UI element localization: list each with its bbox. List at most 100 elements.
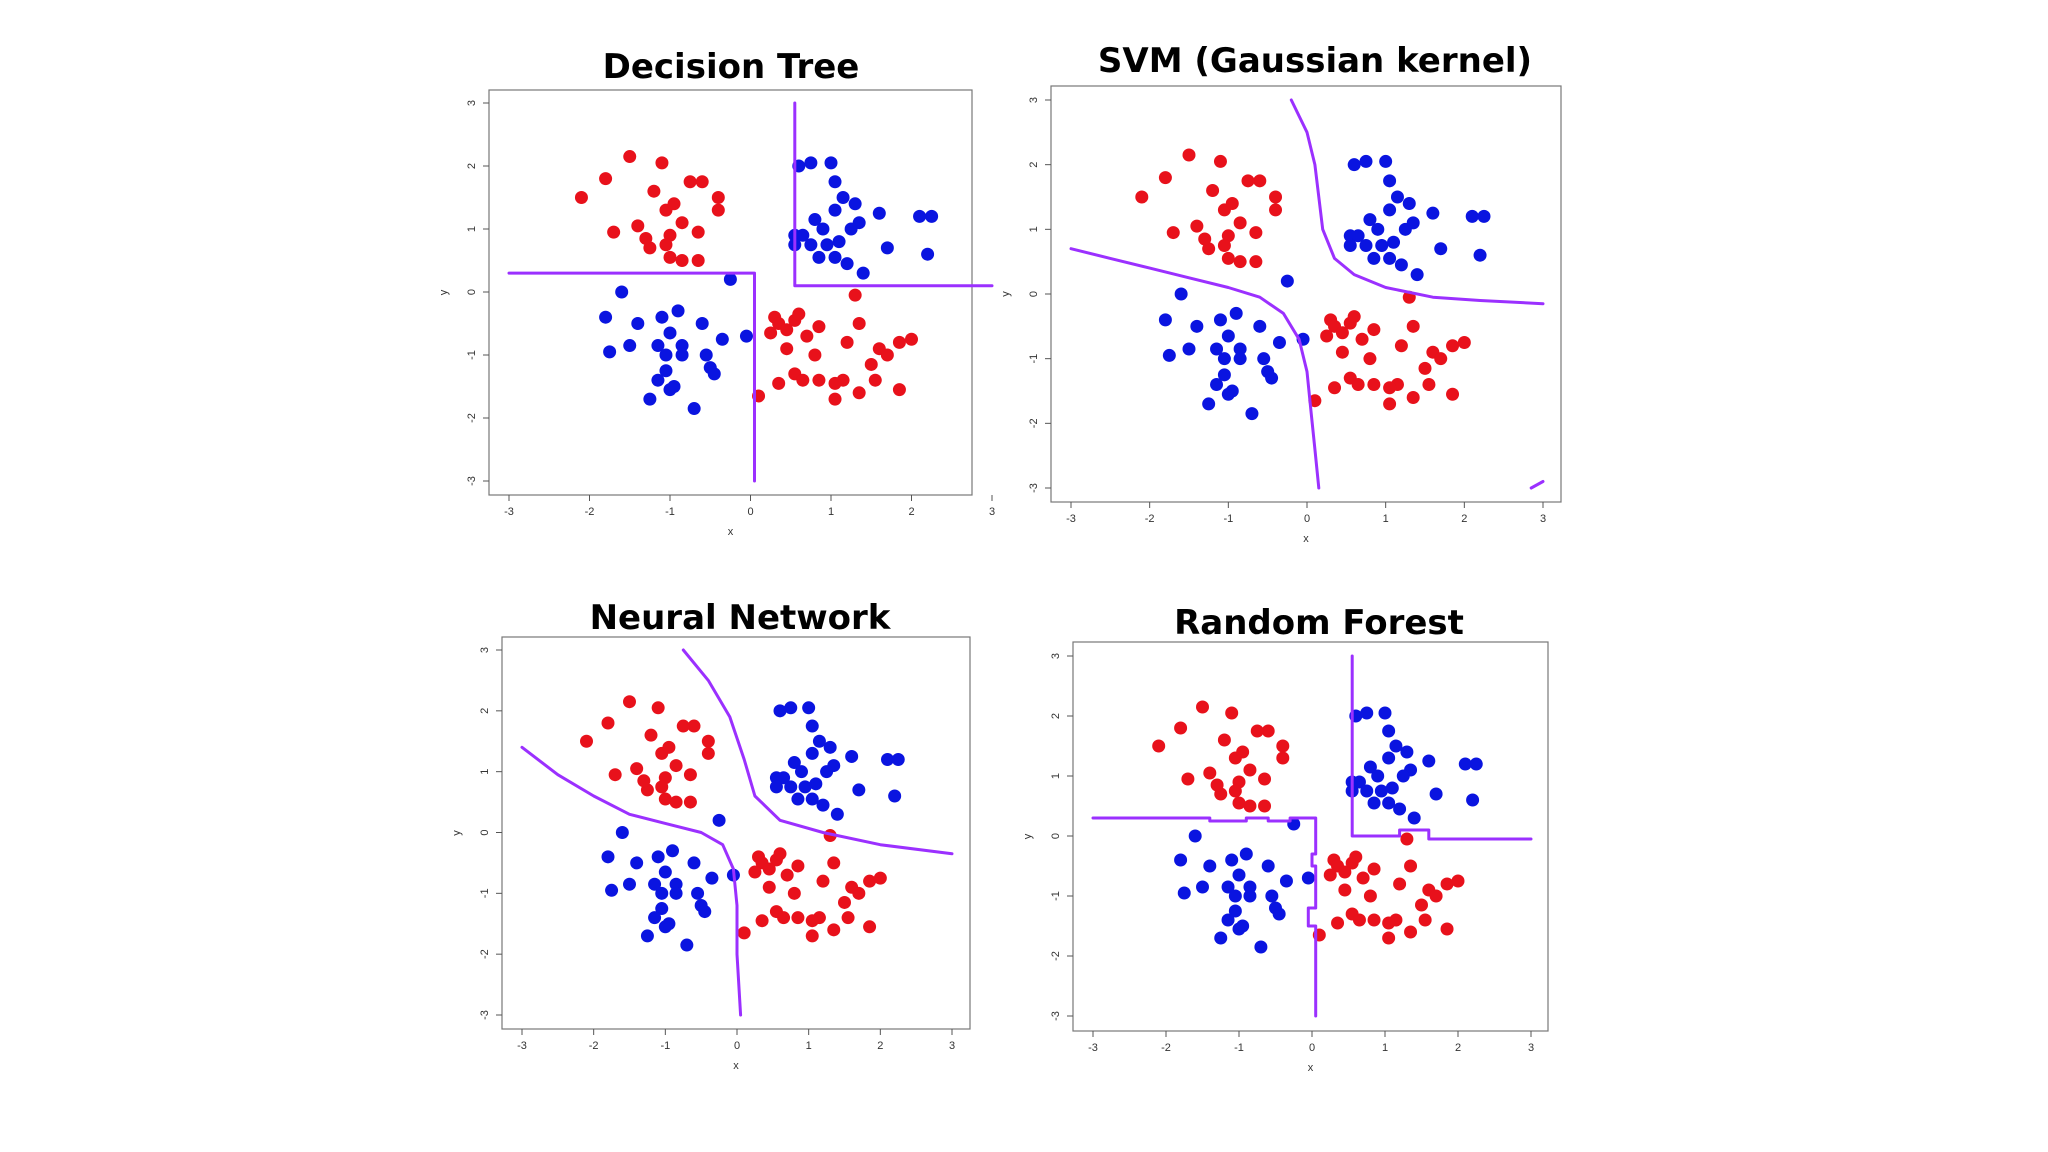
point-class-b xyxy=(705,871,719,885)
point-class-b xyxy=(1434,242,1448,256)
x-tick-label: -1 xyxy=(1223,513,1233,525)
decision-boundary xyxy=(507,271,756,483)
y-tick-label: -3 xyxy=(466,476,478,486)
point-class-a xyxy=(1221,251,1235,265)
point-class-b xyxy=(1225,384,1239,398)
point-class-a xyxy=(1404,925,1418,939)
y-tick-label: 1 xyxy=(479,769,491,775)
point-class-b xyxy=(1383,251,1397,265)
point-class-a xyxy=(840,335,854,349)
point-class-a xyxy=(1446,387,1460,401)
point-class-a xyxy=(777,911,791,925)
point-class-b xyxy=(601,850,615,864)
point-class-b xyxy=(856,266,870,280)
point-class-a xyxy=(1181,772,1195,786)
point-class-b xyxy=(1203,859,1217,873)
point-class-a xyxy=(669,795,683,809)
point-class-a xyxy=(780,323,794,337)
point-class-b xyxy=(655,310,669,324)
point-class-b xyxy=(662,917,676,931)
point-class-b xyxy=(791,792,805,806)
point-class-b xyxy=(707,367,721,381)
point-class-a xyxy=(1383,397,1397,411)
point-class-b xyxy=(655,886,669,900)
point-class-a xyxy=(1451,874,1465,888)
point-class-a xyxy=(1198,232,1212,246)
point-class-b xyxy=(687,856,701,870)
panel-3: Neural Network -3 -2 -1 0 1 2 3 -3 -2 -1 0 1 2 3 x y xyxy=(451,598,971,1072)
point-class-a xyxy=(1258,772,1272,786)
x-tick-label: 2 xyxy=(908,506,914,518)
point-class-b xyxy=(691,886,705,900)
point-class-b xyxy=(1382,796,1396,810)
point-class-b xyxy=(828,175,842,189)
point-class-a xyxy=(852,317,866,330)
point-class-b xyxy=(1465,209,1479,223)
point-class-a xyxy=(755,914,769,928)
point-class-a xyxy=(791,911,805,925)
point-class-b xyxy=(675,348,689,362)
y-tick-label: 3 xyxy=(466,100,478,106)
point-class-b xyxy=(812,250,826,264)
point-class-a xyxy=(827,856,841,870)
point-class-b xyxy=(820,765,834,779)
point-class-b xyxy=(671,304,685,318)
point-class-a xyxy=(580,734,593,748)
point-class-a xyxy=(1352,913,1366,927)
panel-2: SVM (Gaussian kernel) -3 -2 -1 0 1 2 3 -3 -2 -1 0 1 2… xyxy=(1000,41,1562,545)
point-class-a xyxy=(683,768,697,782)
point-class-b xyxy=(816,222,830,236)
point-class-a xyxy=(1276,751,1290,765)
point-class-a xyxy=(630,762,644,776)
point-class-b xyxy=(1210,378,1224,392)
x-tick-label: -1 xyxy=(1234,1042,1244,1054)
x-tick-label: 0 xyxy=(1304,513,1310,525)
point-class-a xyxy=(1331,916,1345,930)
point-class-a xyxy=(608,768,622,782)
point-class-a xyxy=(1253,174,1267,188)
point-class-b xyxy=(698,905,712,919)
point-class-b xyxy=(1174,853,1188,867)
point-class-b xyxy=(1371,222,1385,236)
x-tick-label: -2 xyxy=(589,1040,599,1052)
point-class-b xyxy=(615,826,629,839)
decision-boundary xyxy=(1529,480,1545,490)
point-class-b xyxy=(832,235,846,249)
point-class-b xyxy=(1359,154,1373,168)
point-class-a xyxy=(1225,196,1239,210)
y-tick-label: 2 xyxy=(466,163,478,169)
point-class-a xyxy=(1335,345,1349,359)
point-class-a xyxy=(691,254,705,267)
chart-title: Random Forest xyxy=(1174,603,1464,643)
point-class-b xyxy=(1254,940,1268,954)
point-class-b xyxy=(1387,235,1401,249)
point-class-a xyxy=(623,695,636,709)
point-class-a xyxy=(796,373,810,387)
point-class-b xyxy=(1477,209,1491,223)
x-tick-label: -3 xyxy=(517,1040,527,1052)
point-class-b xyxy=(666,844,679,858)
x-tick-label: 3 xyxy=(989,506,995,518)
point-class-a xyxy=(848,288,862,302)
point-class-b xyxy=(848,197,862,211)
point-class-b xyxy=(659,364,673,378)
point-class-b xyxy=(1243,889,1257,903)
point-class-b xyxy=(667,380,681,393)
point-class-a xyxy=(905,332,918,346)
point-class-b xyxy=(631,317,645,330)
x-tick-label: -1 xyxy=(660,1040,670,1052)
point-class-b xyxy=(1382,751,1396,765)
point-class-a xyxy=(1206,184,1220,198)
point-class-b xyxy=(1217,368,1231,382)
point-class-b xyxy=(1196,880,1209,894)
point-class-a xyxy=(1217,239,1231,252)
point-class-b xyxy=(655,902,669,916)
point-class-b xyxy=(1280,274,1294,288)
point-class-b xyxy=(777,771,791,785)
point-class-b xyxy=(824,156,838,170)
point-class-a xyxy=(1233,255,1247,269)
point-class-a xyxy=(852,386,866,400)
point-class-b xyxy=(823,740,837,754)
point-class-b xyxy=(1239,847,1253,861)
point-class-a xyxy=(780,868,794,882)
